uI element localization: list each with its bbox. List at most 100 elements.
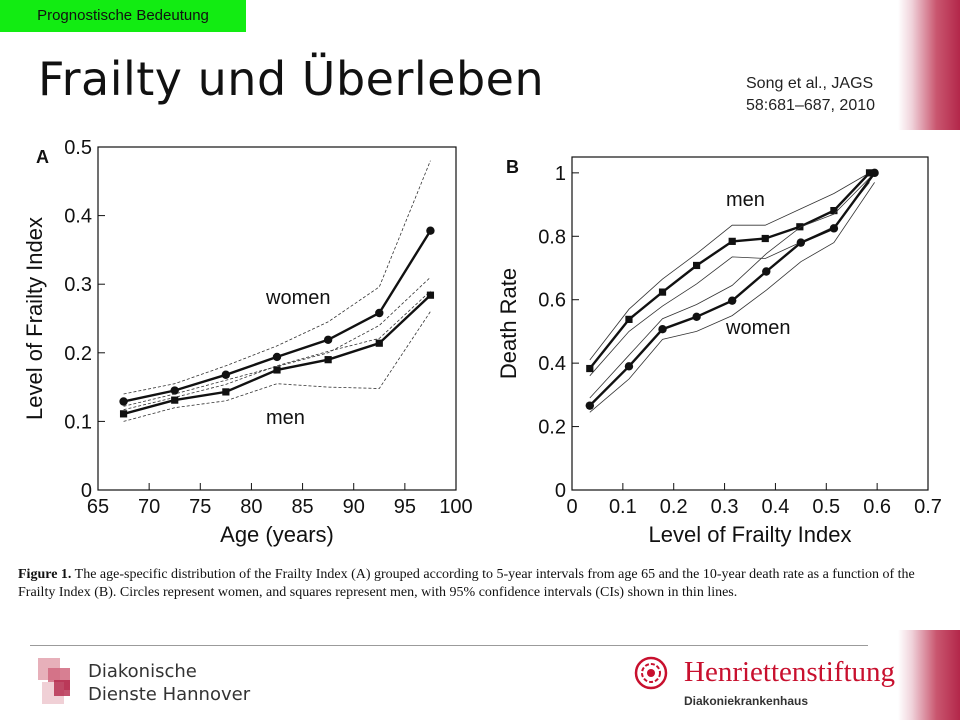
data-point-men bbox=[693, 261, 701, 270]
data-point-men bbox=[625, 315, 633, 323]
y-tick-label: 0.4 bbox=[64, 206, 92, 228]
data-point-women bbox=[829, 224, 839, 233]
x-tick-label: 85 bbox=[291, 496, 313, 518]
y-tick-label: 0.3 bbox=[64, 274, 92, 296]
series-label-women: women bbox=[725, 317, 790, 339]
diakonische-logo bbox=[38, 654, 78, 708]
organization-right-subtitle: Diakoniekrankenhaus bbox=[684, 694, 809, 708]
data-point-women bbox=[170, 386, 179, 395]
panel-b: B 0 0.1 0.2 0.3 0.4 0.5 0.6 0.7 0 0.2 0.4 0.6 0.8 1 Lev… bbox=[496, 156, 942, 547]
ci-lower-women bbox=[589, 182, 875, 413]
data-point-men bbox=[830, 206, 838, 215]
series-line-women bbox=[123, 230, 432, 403]
reference-line-2: 58:681–687, 2010 bbox=[746, 97, 876, 114]
decorative-band-bottom bbox=[898, 630, 960, 720]
y-tick-label: 1 bbox=[555, 163, 566, 185]
data-point-women bbox=[119, 397, 128, 406]
y-tick-label: 0.5 bbox=[64, 137, 92, 159]
data-point-women bbox=[272, 352, 282, 362]
data-point-men bbox=[119, 410, 128, 418]
x-tick-label: 70 bbox=[138, 496, 160, 518]
section-tag: Prognostische Bedeutung bbox=[0, 0, 246, 32]
data-point-women bbox=[585, 401, 594, 410]
x-tick-label: 0.5 bbox=[812, 496, 840, 518]
data-point-women bbox=[624, 362, 634, 371]
data-point-women bbox=[221, 370, 231, 379]
data-point-men bbox=[865, 169, 874, 177]
y-tick-label: 0.4 bbox=[538, 353, 566, 375]
organization-left: Diakonische Dienste Hannover bbox=[88, 660, 250, 706]
caption-label: Figure 1. bbox=[18, 567, 72, 582]
x-tick-label: 0.2 bbox=[660, 496, 688, 518]
data-point-men bbox=[222, 388, 230, 396]
data-point-men bbox=[375, 339, 383, 347]
logo-square bbox=[54, 680, 70, 696]
data-point-women bbox=[375, 308, 384, 318]
x-tick-label: 100 bbox=[439, 496, 472, 518]
ci-lower-men bbox=[123, 311, 431, 422]
slide-title: Frailty und Überleben bbox=[38, 52, 545, 106]
data-point-women bbox=[728, 296, 737, 305]
data-point-men bbox=[796, 223, 804, 231]
y-tick-label: 0.1 bbox=[64, 411, 92, 433]
panel-letter: A bbox=[36, 147, 49, 167]
x-tick-label: 0 bbox=[566, 496, 577, 518]
x-tick-label: 0.7 bbox=[914, 496, 942, 518]
figure-caption: Figure 1. The age-specific distribution … bbox=[18, 566, 952, 602]
series-label-men: men bbox=[726, 189, 765, 211]
footer-divider bbox=[30, 645, 868, 646]
caption-text: The age-specific distribution of the Fra… bbox=[18, 567, 915, 600]
ci-upper-women bbox=[123, 160, 431, 395]
y-tick-label: 0.6 bbox=[538, 290, 566, 312]
decorative-band-top bbox=[898, 0, 960, 130]
x-tick-label: 95 bbox=[394, 496, 416, 518]
x-axis-label: Level of Frailty Index bbox=[649, 522, 852, 547]
ci-upper-women bbox=[589, 172, 875, 399]
data-point-women bbox=[426, 226, 435, 235]
series-label-women: women bbox=[265, 287, 330, 309]
data-point-men bbox=[273, 366, 281, 374]
plot-frame bbox=[571, 156, 929, 491]
x-axis-label: Age (years) bbox=[220, 522, 334, 547]
data-point-men bbox=[658, 288, 667, 296]
data-point-men bbox=[586, 364, 594, 373]
data-point-men bbox=[426, 291, 435, 299]
data-point-women bbox=[762, 267, 771, 276]
data-point-women bbox=[323, 335, 333, 344]
x-tick-label: 65 bbox=[87, 496, 109, 518]
x-tick-label: 75 bbox=[189, 496, 211, 518]
henriettenstiftung-logo bbox=[634, 656, 668, 690]
data-point-women bbox=[692, 312, 701, 322]
x-tick-label: 80 bbox=[240, 496, 262, 518]
reference-line-1: Song et al., JAGS bbox=[746, 75, 874, 92]
y-tick-label: 0 bbox=[555, 480, 566, 502]
x-tick-label: 0.4 bbox=[762, 496, 790, 518]
panel-a: A 65 70 75 80 85 90 95 100 0 0.1 0.2 0.3 0.4 0.5 Age (y… bbox=[22, 137, 473, 547]
data-point-women bbox=[870, 168, 879, 178]
y-tick-label: 0.2 bbox=[538, 417, 566, 439]
y-axis-label: Level of Frailty Index bbox=[22, 217, 47, 420]
data-point-men bbox=[171, 396, 179, 404]
x-tick-label: 0.1 bbox=[609, 496, 637, 518]
ci-lower-men bbox=[589, 182, 870, 377]
plot-frame bbox=[97, 146, 457, 491]
data-point-women bbox=[658, 325, 667, 334]
data-point-men bbox=[324, 356, 332, 364]
y-axis-label: Death Rate bbox=[496, 268, 521, 379]
y-tick-label: 0 bbox=[81, 480, 92, 502]
data-point-men bbox=[728, 237, 736, 245]
x-tick-label: 0.3 bbox=[711, 496, 739, 518]
x-tick-label: 90 bbox=[343, 496, 365, 518]
org-left-line-2: Dienste Hannover bbox=[88, 684, 251, 705]
reference-citation: Song et al., JAGS 58:681–687, 2010 bbox=[746, 73, 875, 117]
x-tick-label: 0.6 bbox=[863, 496, 891, 518]
ci-upper-men bbox=[123, 277, 431, 407]
organization-right-name: Henriettenstiftung bbox=[684, 656, 896, 688]
ci-upper-men bbox=[589, 172, 870, 361]
data-point-women bbox=[796, 238, 806, 247]
panel-letter: B bbox=[506, 157, 519, 177]
y-tick-label: 0.2 bbox=[64, 343, 92, 365]
data-point-men bbox=[761, 234, 769, 243]
org-left-line-1: Diakonische bbox=[88, 661, 197, 682]
